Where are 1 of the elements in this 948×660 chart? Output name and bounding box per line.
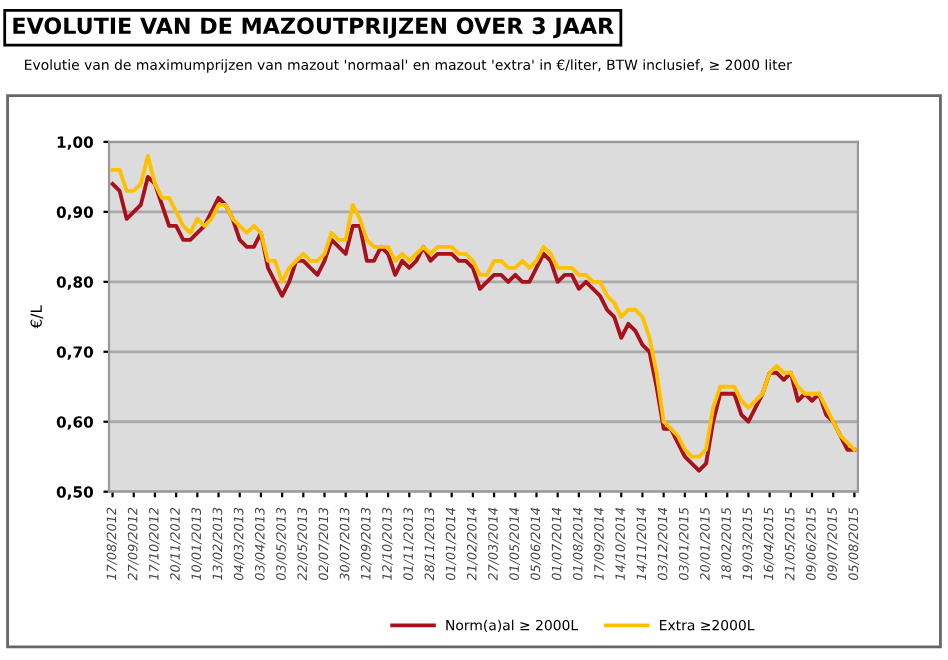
chart-title: EVOLUTIE VAN DE MAZOUTPRIJZEN OVER 3 JAAR bbox=[13, 17, 614, 39]
